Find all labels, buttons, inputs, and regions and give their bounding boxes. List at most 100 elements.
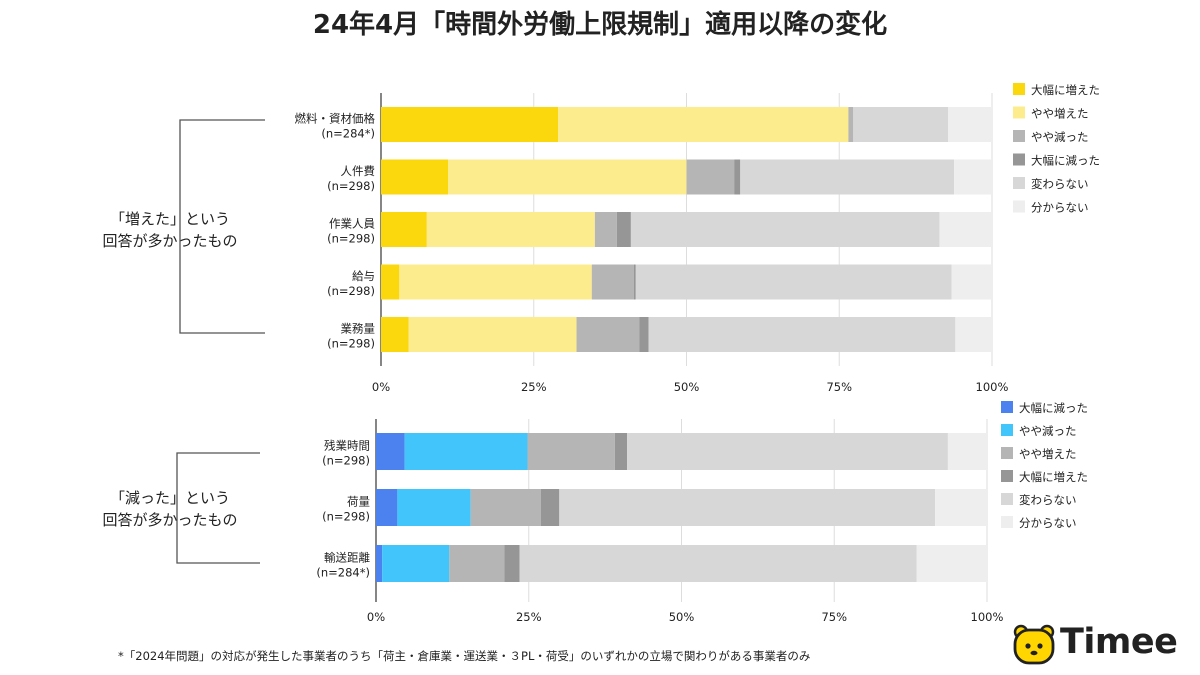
bar-segment xyxy=(630,212,940,247)
bar-segment xyxy=(591,264,634,300)
timee-logo: Timee xyxy=(1012,622,1192,666)
bar-segment xyxy=(404,433,528,470)
bar-segment xyxy=(381,107,559,142)
category-label: 残業時間 xyxy=(324,439,370,453)
legend-label: やや増えた xyxy=(1031,107,1089,121)
legend-label: やや減った xyxy=(1031,130,1089,144)
bar-segment xyxy=(382,545,450,582)
x-tick-label: 100% xyxy=(976,380,1009,394)
category-label: 作業人員 xyxy=(329,217,375,231)
legend-swatch xyxy=(1013,130,1025,142)
category-n-label: (n=298) xyxy=(322,454,370,468)
x-tick-label: 100% xyxy=(971,610,1004,624)
bar-segment xyxy=(740,159,955,195)
bar-segment xyxy=(449,545,505,582)
bar-segment xyxy=(408,317,577,352)
x-tick-label: 75% xyxy=(821,610,847,624)
legend-swatch xyxy=(1013,83,1025,95)
legend-swatch xyxy=(1001,493,1013,505)
bar-segment xyxy=(559,489,936,526)
legend-label: 分からない xyxy=(1031,201,1089,215)
footnote: *「2024年問題」の対応が発生した事業者のうち「荷主・倉庫業・運送業・３PL・… xyxy=(118,649,811,663)
bar-segment xyxy=(376,545,383,582)
bar-segment xyxy=(470,489,541,526)
bar-segment xyxy=(948,107,992,142)
bar-segment xyxy=(426,212,595,247)
timee-mascot-icon xyxy=(1013,624,1055,665)
category-label: 荷量 xyxy=(347,495,370,509)
bar-segment xyxy=(686,159,735,195)
group-label-increased-line1: 「増えた」という xyxy=(109,210,230,228)
x-tick-label: 50% xyxy=(674,380,700,394)
x-tick-label: 25% xyxy=(516,610,542,624)
category-n-label: (n=298) xyxy=(327,232,375,246)
bar-segment xyxy=(504,545,520,582)
category-label: 輸送距離 xyxy=(324,551,370,565)
bar-segment xyxy=(939,212,992,247)
group-label-increased-line2: 回答が多かったもの xyxy=(102,232,238,250)
legend-label: 変わらない xyxy=(1019,493,1077,507)
group-label-decreased: 「減った」という 回答が多かったもの xyxy=(70,487,270,531)
bar-segment xyxy=(527,433,615,470)
bar-segment xyxy=(576,317,640,352)
category-n-label: (n=298) xyxy=(327,337,375,351)
group-label-increased: 「増えた」という 回答が多かったもの xyxy=(70,208,270,252)
category-label: 業務量 xyxy=(341,322,376,336)
legend-label: 大幅に増えた xyxy=(1031,83,1100,97)
bar-segment xyxy=(614,433,628,470)
legend-swatch xyxy=(1001,516,1013,528)
legend-label: 大幅に減った xyxy=(1019,401,1088,415)
bar-segment xyxy=(951,264,992,300)
bar-segment xyxy=(381,264,400,300)
bar-segment xyxy=(519,545,917,582)
bar-segment xyxy=(916,545,987,582)
legend-label: 分からない xyxy=(1019,516,1077,530)
legend-swatch xyxy=(1013,200,1025,213)
bar-segment xyxy=(448,159,687,195)
bar-segment xyxy=(633,264,636,300)
x-tick-label: 0% xyxy=(367,610,385,624)
category-n-label: (n=298) xyxy=(327,284,375,298)
bar-segment xyxy=(594,212,617,247)
bar-segment xyxy=(558,107,849,142)
x-tick-label: 25% xyxy=(521,380,547,394)
legend-swatch xyxy=(1013,153,1025,166)
bar-segment xyxy=(381,159,449,195)
legend-swatch xyxy=(1001,401,1013,413)
category-n-label: (n=284*) xyxy=(316,566,370,580)
brand-name: Timee xyxy=(1060,622,1178,662)
bar-segment xyxy=(954,159,992,195)
bar-segment xyxy=(397,489,471,526)
bar-segment xyxy=(381,212,427,247)
category-label: 人件費 xyxy=(341,164,376,178)
bar-segment xyxy=(540,489,560,526)
bar-segment xyxy=(853,107,949,142)
legend-label: やや減った xyxy=(1019,424,1077,438)
bar-segment xyxy=(648,317,956,352)
bar-segment xyxy=(616,212,631,247)
legend-label: 大幅に減った xyxy=(1031,154,1100,168)
category-n-label: (n=298) xyxy=(327,179,375,193)
bar-segment xyxy=(635,264,952,300)
x-tick-label: 0% xyxy=(372,380,390,394)
bar-segment xyxy=(376,433,405,470)
chart-title: 24年4月「時間外労働上限規制」適用以降の変化 xyxy=(312,10,888,40)
legend-label: 大幅に増えた xyxy=(1019,470,1088,484)
bar-segment xyxy=(734,159,741,195)
category-n-label: (n=284*) xyxy=(321,127,375,141)
x-tick-label: 50% xyxy=(669,610,695,624)
legend-label: やや増えた xyxy=(1019,447,1077,461)
group-label-decreased-line1: 「減った」という xyxy=(109,489,230,507)
legend-swatch xyxy=(1001,424,1013,436)
category-n-label: (n=298) xyxy=(322,510,370,524)
bar-segment xyxy=(947,433,987,470)
category-label: 給与 xyxy=(352,269,375,283)
bar-segment xyxy=(935,489,987,526)
legend-swatch xyxy=(1013,177,1025,189)
legend-swatch xyxy=(1001,470,1013,482)
group-label-decreased-line2: 回答が多かったもの xyxy=(102,511,238,529)
bracket-increased xyxy=(179,119,265,334)
bar-segment xyxy=(399,264,592,300)
bar-segment xyxy=(376,489,398,526)
